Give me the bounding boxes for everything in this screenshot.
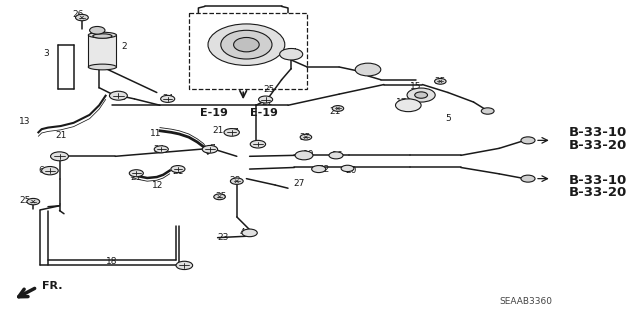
Text: 21: 21 [330, 107, 341, 116]
Text: E-19: E-19 [250, 108, 278, 118]
Text: 21: 21 [56, 152, 67, 161]
Text: B-33-20: B-33-20 [568, 139, 627, 152]
Text: 10: 10 [303, 150, 314, 159]
Circle shape [109, 91, 127, 100]
Text: 3: 3 [44, 49, 49, 58]
Text: 1: 1 [97, 27, 102, 36]
Circle shape [415, 92, 428, 98]
Circle shape [521, 175, 535, 182]
Circle shape [176, 261, 193, 270]
Text: 7: 7 [210, 144, 215, 153]
Ellipse shape [208, 24, 285, 65]
Circle shape [129, 170, 143, 177]
Ellipse shape [88, 32, 116, 38]
Text: 5: 5 [445, 114, 451, 122]
Text: B-33-10: B-33-10 [568, 174, 627, 187]
Circle shape [51, 152, 68, 161]
Circle shape [355, 63, 381, 76]
Text: B-33-10: B-33-10 [568, 126, 627, 139]
Circle shape [407, 88, 435, 102]
Text: 25: 25 [19, 197, 31, 205]
Circle shape [214, 194, 225, 200]
Text: 27: 27 [294, 179, 305, 188]
Text: FR.: FR. [42, 280, 62, 291]
Text: 12: 12 [152, 181, 164, 189]
Text: 7: 7 [233, 128, 238, 137]
Text: 25: 25 [300, 133, 311, 142]
Text: 21: 21 [172, 167, 184, 176]
Text: 14: 14 [287, 48, 298, 57]
Text: SEAAB3360: SEAAB3360 [499, 297, 552, 306]
Text: 19: 19 [252, 141, 263, 150]
Circle shape [312, 166, 326, 173]
Text: 23: 23 [218, 233, 229, 242]
Text: 15: 15 [410, 82, 422, 91]
Circle shape [341, 165, 354, 172]
Circle shape [242, 229, 257, 237]
Bar [88, 35, 116, 67]
Circle shape [171, 166, 185, 173]
Text: 9: 9 [120, 93, 125, 102]
Circle shape [396, 99, 421, 112]
Text: 20: 20 [345, 166, 356, 175]
Text: 26: 26 [72, 10, 84, 19]
Text: 2: 2 [122, 42, 127, 51]
Circle shape [521, 137, 535, 144]
Text: 25: 25 [435, 77, 446, 86]
Text: 21: 21 [261, 98, 273, 107]
Circle shape [259, 96, 273, 103]
Text: 21: 21 [212, 126, 223, 135]
Circle shape [27, 198, 40, 205]
Circle shape [481, 108, 494, 114]
Circle shape [90, 26, 105, 34]
Text: 21: 21 [131, 173, 142, 182]
Bar [189, 13, 307, 89]
Circle shape [300, 134, 312, 140]
Text: E-19: E-19 [200, 108, 228, 118]
Text: 22: 22 [319, 165, 330, 174]
Circle shape [154, 146, 168, 153]
Circle shape [435, 78, 446, 84]
Text: 11: 11 [150, 130, 161, 138]
Text: 24: 24 [153, 145, 164, 154]
Text: 4: 4 [239, 228, 244, 237]
Text: 25: 25 [215, 192, 227, 201]
Circle shape [76, 14, 88, 21]
Text: B-33-20: B-33-20 [568, 187, 627, 199]
Ellipse shape [93, 34, 112, 38]
Text: 17: 17 [396, 98, 408, 107]
Ellipse shape [234, 38, 259, 52]
Text: 25: 25 [263, 85, 275, 94]
Circle shape [250, 140, 266, 148]
Circle shape [332, 106, 344, 111]
Circle shape [42, 167, 58, 175]
Circle shape [161, 95, 175, 102]
Ellipse shape [221, 30, 272, 59]
Text: 6: 6 [39, 166, 44, 175]
Text: 24: 24 [162, 94, 173, 103]
Circle shape [295, 151, 313, 160]
Text: 6: 6 [182, 262, 187, 271]
Text: 8: 8 [371, 66, 376, 75]
Circle shape [280, 48, 303, 60]
Ellipse shape [88, 64, 116, 70]
Circle shape [224, 129, 239, 136]
Circle shape [202, 145, 218, 153]
Text: 21: 21 [56, 131, 67, 140]
Text: 28: 28 [230, 176, 241, 185]
Circle shape [230, 178, 243, 184]
Circle shape [329, 152, 343, 159]
Text: 16: 16 [332, 151, 343, 160]
Text: 18: 18 [106, 257, 118, 266]
Text: 13: 13 [19, 117, 30, 126]
